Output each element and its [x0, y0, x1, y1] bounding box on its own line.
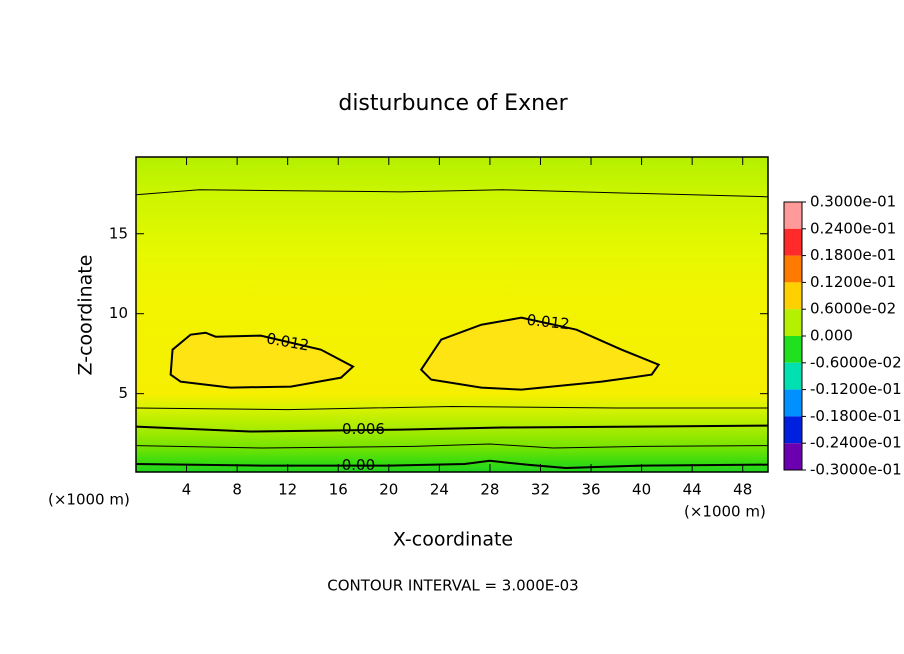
colorbar-segment: [784, 282, 802, 310]
y-tick-label: 10: [109, 304, 128, 322]
colorbar-label: -0.2400e-01: [810, 434, 902, 452]
contour-label: 0.012: [526, 311, 571, 333]
footnote: CONTOUR INTERVAL = 3.000E-03: [327, 577, 578, 595]
y-tick-label: 15: [109, 224, 128, 242]
x-tick-label: 4: [182, 481, 192, 499]
contour-line: [419, 316, 661, 391]
colorbar-label: -0.3000e-01: [810, 461, 902, 479]
colorbar-label: 0.3000e-01: [810, 193, 896, 211]
contour-line: [136, 424, 768, 433]
x-tick-label: 48: [733, 481, 752, 499]
x-tick-label: 32: [531, 481, 550, 499]
colorbar-label: 0.2400e-01: [810, 219, 896, 237]
colorbar-segment: [784, 336, 802, 363]
chart-title: disturbunce of Exner: [338, 91, 568, 116]
x-tick-label: 24: [430, 481, 449, 499]
x-tick-label: 20: [379, 481, 398, 499]
contour-line: [136, 443, 768, 449]
contour-fill: [421, 317, 659, 390]
x-tick-label: 12: [278, 481, 297, 499]
colorbar-label: 0.1200e-01: [810, 273, 896, 291]
colorbar-segment: [784, 362, 802, 390]
contour-label: 0.006: [342, 420, 385, 438]
x-tick-label: 28: [480, 481, 499, 499]
y-tick-label: 5: [118, 384, 128, 402]
x-tick-label: 44: [683, 481, 702, 499]
x-tick-label: 40: [632, 481, 651, 499]
colorbar-label: -0.1800e-01: [810, 407, 902, 425]
contour-line: [136, 189, 768, 198]
contour-line: [169, 331, 355, 389]
colorbar-segment: [784, 389, 802, 417]
y-unit-label: (×1000 m): [48, 491, 130, 509]
colorbar-segment: [784, 416, 802, 444]
x-tick-label: 16: [329, 481, 348, 499]
contour-label: 0.00: [342, 456, 375, 474]
contour-line: [136, 459, 768, 470]
plot-background: [136, 157, 768, 472]
colorbar-label: 0.1800e-01: [810, 246, 896, 264]
contour-field: [136, 189, 768, 470]
colorbar-label: 0.000: [810, 327, 853, 345]
plot-frame: [135, 156, 769, 473]
colorbar-segment: [784, 202, 802, 229]
colorbar-segment: [784, 255, 802, 283]
contour-fill: [170, 332, 354, 388]
x-tick-label: 8: [232, 481, 242, 499]
colorbar-label: -0.6000e-02: [810, 353, 902, 371]
x-axis-label: X-coordinate: [393, 529, 513, 551]
colorbar-label: -0.1200e-01: [810, 380, 902, 398]
colorbar-segment: [784, 228, 802, 256]
colorbar-label: 0.6000e-02: [810, 300, 896, 318]
colorbar-segment: [784, 309, 802, 336]
x-unit-label: (×1000 m): [684, 503, 766, 521]
colorbar-segment: [784, 443, 802, 470]
x-tick-label: 36: [581, 481, 600, 499]
y-axis-label: Z-coordinate: [75, 255, 97, 376]
contour-line: [136, 405, 768, 411]
